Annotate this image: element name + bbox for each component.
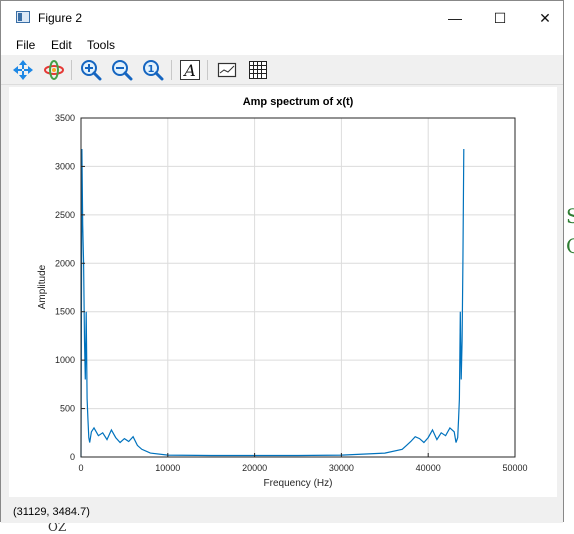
zoom-in-icon [81, 60, 102, 81]
minimize-button[interactable]: — [448, 10, 462, 26]
menu-tools[interactable]: Tools [87, 38, 116, 52]
zoom-reset-button[interactable]: 1 [141, 58, 165, 82]
toolbar: 1 A [1, 55, 563, 85]
y-axis-label: Amplitude [37, 264, 48, 309]
toolbar-separator [71, 60, 72, 80]
x-tick-label: 30000 [329, 463, 354, 473]
zoom-reset-icon: 1 [143, 60, 164, 81]
svg-text:1: 1 [148, 64, 155, 75]
x-tick-label: 0 [78, 463, 83, 473]
rotate-tool-button[interactable] [42, 58, 66, 82]
menu-bar: File Edit Tools [1, 35, 563, 55]
zoom-out-icon [112, 60, 133, 81]
status-bar: (31129, 3484.7) [1, 501, 563, 523]
y-tick-label: 2500 [55, 210, 75, 220]
maximize-button[interactable]: ☐ [493, 9, 507, 26]
background-text-right-bottom: C [566, 234, 574, 258]
y-tick-label: 3500 [55, 113, 75, 123]
svg-text:A: A [182, 61, 196, 80]
pan-icon [13, 60, 33, 80]
window-title: Figure 2 [38, 11, 83, 25]
x-tick-label: 50000 [502, 463, 527, 473]
toolbar-separator [207, 60, 208, 80]
plot-axes-box [80, 117, 516, 458]
menu-file[interactable]: File [16, 38, 36, 52]
rotate-icon [44, 60, 64, 80]
x-tick-label: 10000 [155, 463, 180, 473]
y-tick-label: 1500 [55, 307, 75, 317]
text-icon: A [180, 60, 200, 80]
x-axis-label: Frequency (Hz) [264, 478, 333, 489]
chart-title: Amp spectrum of x(t) [243, 96, 354, 108]
figure-app-icon [16, 11, 30, 23]
background-text-right-top: S [566, 204, 574, 228]
close-button[interactable]: ✕ [539, 9, 551, 26]
pan-tool-button[interactable] [11, 58, 35, 82]
zoom-out-button[interactable] [110, 58, 134, 82]
title-bar: Figure 2 — ☐ ✕ [1, 1, 563, 35]
y-tick-label: 500 [60, 404, 75, 414]
toggle-grid-button[interactable] [246, 58, 270, 82]
toggle-axes-box-button[interactable] [215, 58, 239, 82]
amp-spectrum-chart[interactable]: 0 10000 20000 30000 40000 50000 0 500 1000 1500 20… [9, 87, 557, 497]
figure-canvas[interactable]: 0 10000 20000 30000 40000 50000 0 500 1000 1500 20… [9, 87, 557, 497]
y-tick-label: 1000 [55, 355, 75, 365]
axes-box-icon [217, 62, 237, 78]
grid-icon [249, 61, 267, 79]
cursor-coordinates: (31129, 3484.7) [13, 506, 90, 518]
y-tick-label: 3000 [55, 161, 75, 171]
x-tick-label: 20000 [242, 463, 267, 473]
figure-window: Figure 2 — ☐ ✕ File Edit Tools [0, 0, 564, 523]
menu-edit[interactable]: Edit [51, 38, 72, 52]
amplitude-series-line [80, 148, 465, 458]
x-tick-label: 40000 [416, 463, 441, 473]
y-tick-label: 0 [70, 452, 75, 462]
zoom-in-button[interactable] [79, 58, 103, 82]
toolbar-separator [171, 60, 172, 80]
insert-text-button[interactable]: A [178, 58, 202, 82]
y-tick-label: 2000 [55, 258, 75, 268]
